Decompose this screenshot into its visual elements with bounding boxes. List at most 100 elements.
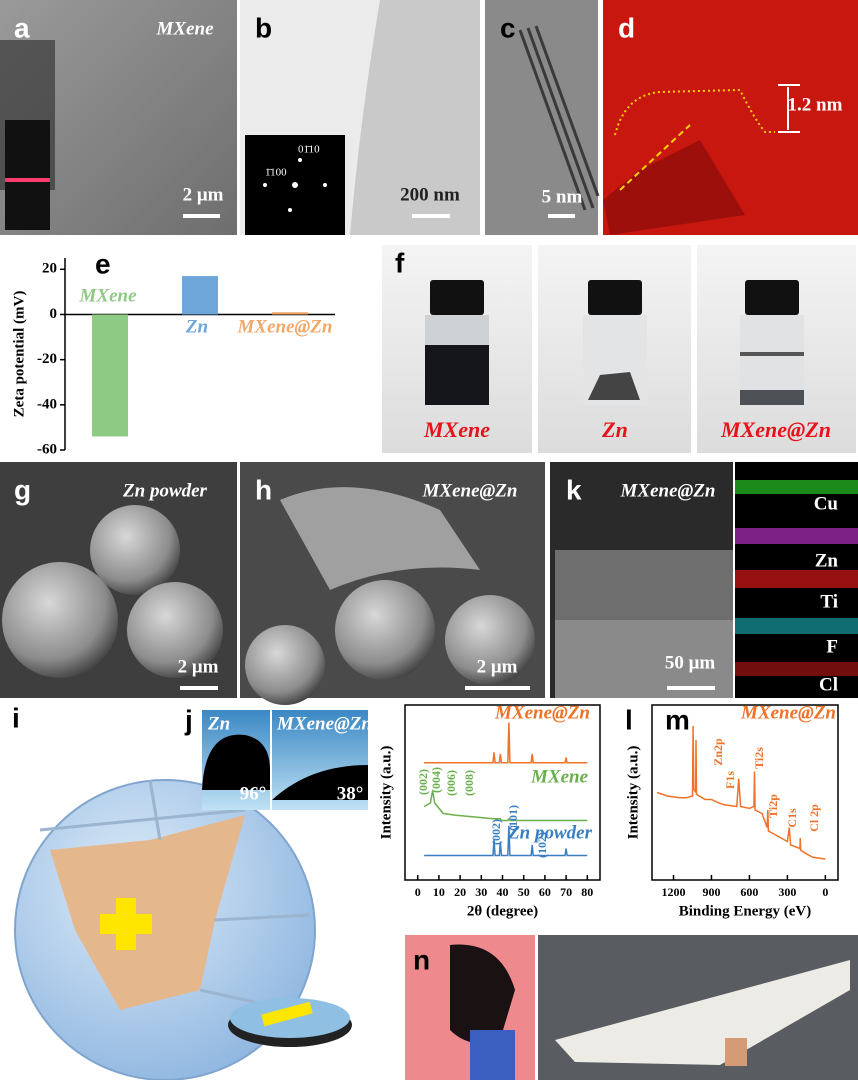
plot-frame (651, 704, 839, 881)
x-tick-label: 300 (778, 885, 796, 899)
panel-label: i (12, 702, 20, 733)
spot-label: 01̄10 (298, 144, 320, 156)
peak-label: (004) (429, 767, 443, 793)
y-tick-label: 0 (50, 306, 58, 322)
series-label: MXene (530, 766, 589, 787)
spot (288, 208, 292, 212)
panel-label: b (255, 12, 272, 43)
bar (92, 314, 128, 437)
sediment (740, 390, 804, 405)
peak-label: Cl 2p (807, 804, 821, 832)
peak-label: Ti2p (766, 794, 780, 818)
panel-label: h (255, 474, 272, 505)
category-label: MXene (79, 285, 138, 306)
particle (90, 505, 180, 595)
bar (182, 276, 218, 315)
panel-label: k (566, 474, 582, 505)
peak-label: (002) (489, 819, 503, 845)
cu-map (735, 480, 858, 494)
vial-label: Zn (601, 417, 628, 442)
cl-map (735, 662, 858, 676)
peak-label: (102) (535, 832, 549, 858)
droplet (202, 734, 270, 790)
panel-title: MXene@Zn (620, 480, 716, 501)
plus (261, 1001, 313, 1027)
y-axis-label: Zeta potential (mV) (11, 291, 27, 418)
particle (127, 582, 223, 678)
panel-label: a (14, 12, 30, 43)
panel-title: MXene@Zn (422, 480, 518, 501)
vial-cap (745, 280, 799, 315)
panel-label: g (14, 474, 31, 505)
panel-label: e (95, 248, 111, 279)
panel-title: MXene (156, 18, 215, 39)
scale-label: 2 μm (178, 656, 219, 677)
vial-cap (588, 280, 642, 315)
x-tick-label: 60 (539, 885, 551, 899)
panel-label: d (618, 12, 635, 43)
panel-label: f (395, 247, 405, 278)
peak-label: (006) (444, 770, 458, 796)
plus (100, 914, 152, 934)
cross-section (555, 550, 733, 620)
category-label: Zn (185, 316, 208, 337)
spectrum (656, 725, 826, 860)
y-tick-label: -40 (37, 396, 57, 412)
vial-label: MXene (423, 417, 490, 442)
spectrum (424, 825, 588, 857)
step (603, 140, 745, 235)
spot (323, 183, 327, 187)
angle-label: 96° (240, 783, 267, 804)
x-tick-label: 80 (581, 885, 593, 899)
powder (588, 372, 640, 400)
profile-line (619, 124, 691, 191)
peak-label: (101) (506, 805, 520, 831)
x-tick-label: 10 (433, 885, 445, 899)
scale-label: 50 μm (665, 652, 716, 673)
panel-label: j (184, 704, 193, 735)
scale-label: 2 μm (183, 184, 224, 205)
scale-label: 5 nm (542, 186, 583, 207)
peak-label: Ti2s (752, 747, 766, 769)
x-tick-label: 0 (822, 885, 828, 899)
y-tick-label: -60 (37, 441, 57, 457)
meniscus (740, 352, 804, 356)
y-axis-label: Intensity (a.u.) (378, 746, 394, 840)
mxene-sheet (280, 487, 480, 590)
series-label: MXene@Zn (740, 702, 836, 723)
scale-label: 2 μm (477, 656, 518, 677)
x-axis-label: Binding Energy (eV) (679, 903, 812, 919)
x-tick-label: 1200 (662, 885, 686, 899)
spot (298, 158, 302, 162)
zn-core (50, 815, 245, 1010)
particle (245, 625, 325, 705)
x-tick-label: 600 (740, 885, 758, 899)
height-label: 1.2 nm (788, 94, 843, 115)
peak-label: (002) (416, 769, 430, 795)
zn-foil (725, 1038, 747, 1066)
angle-label: 38° (337, 783, 364, 804)
spot (263, 183, 267, 187)
x-axis-label: 2θ (degree) (467, 903, 538, 919)
paper-sheet (555, 960, 850, 1065)
dispersion-bowl (450, 944, 515, 1044)
element-label: Cu (814, 493, 839, 514)
vial-inset (5, 120, 50, 230)
element-label: Ti (820, 591, 838, 612)
x-tick-label: 900 (702, 885, 720, 899)
vial-cap (430, 280, 484, 315)
lattice-fringe (518, 25, 600, 211)
element-label: Cl (819, 674, 838, 695)
droplet (272, 765, 368, 800)
x-tick-label: 0 (415, 885, 421, 899)
element-label: F (826, 636, 838, 657)
x-tick-label: 50 (518, 885, 530, 899)
spot (292, 182, 298, 188)
panel-label: n (413, 944, 430, 975)
sample-label: MXene@Zn (276, 713, 372, 734)
y-tick-label: 20 (42, 261, 57, 277)
peak-label: Zn2p (711, 738, 725, 766)
x-tick-label: 30 (475, 885, 487, 899)
f-map (735, 618, 858, 634)
